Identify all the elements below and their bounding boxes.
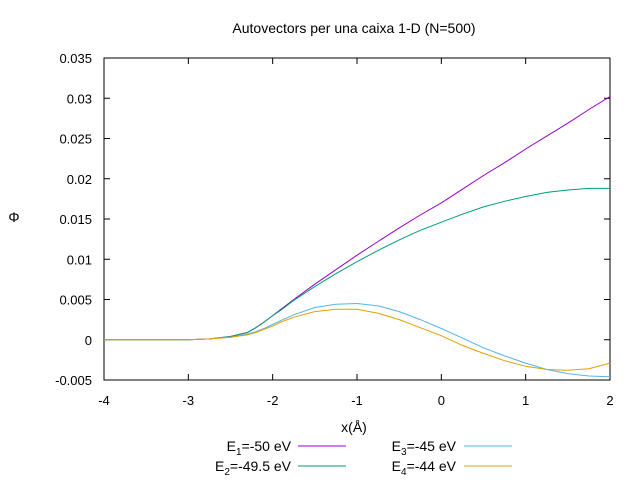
legend-label-rest: =-49.5 eV <box>230 458 292 474</box>
y-axis: -0.005 0 0.005 0.01 0.015 0.02 0.025 0.03 0.035 <box>55 51 610 388</box>
legend-label-sub: 3 <box>401 447 407 458</box>
legend-label-2: E2=-49.5 eV <box>215 458 292 478</box>
legend-label-base: E <box>392 458 401 474</box>
y-tick-label: 0.015 <box>59 212 92 227</box>
y-tick-label: 0.035 <box>59 51 92 66</box>
series-line-3 <box>104 302 611 378</box>
x-axis-label: x(Å) <box>341 419 367 435</box>
y-tick-label: 0.01 <box>67 252 92 267</box>
series-lines <box>104 96 611 378</box>
legend-label-sub: 2 <box>224 467 230 478</box>
legend-label-rest: =-44 eV <box>407 458 457 474</box>
plot-frame <box>103 57 611 381</box>
legend-label-rest: =-50 eV <box>242 438 292 454</box>
legend-label-base: E <box>227 438 236 454</box>
y-tick-label: 0.025 <box>59 132 92 147</box>
y-tick-label: 0.005 <box>59 293 92 308</box>
legend-label-base: E <box>392 438 401 454</box>
x-tick-label: -1 <box>351 393 363 408</box>
x-tick-label: -2 <box>267 393 279 408</box>
x-axis: -4 -3 -2 -1 0 1 2 <box>98 58 614 408</box>
y-tick-label: 0 <box>85 333 92 348</box>
x-tick-label: 0 <box>438 393 445 408</box>
x-tick-label: 1 <box>522 393 529 408</box>
legend-label-base: E <box>215 458 224 474</box>
legend-label-rest: =-45 eV <box>407 438 457 454</box>
x-tick-label: -4 <box>98 393 110 408</box>
y-tick-label: 0.02 <box>67 172 92 187</box>
y-tick-label: -0.005 <box>55 373 92 388</box>
chart-title: Autovectors per una caixa 1-D (N=500) <box>232 20 475 36</box>
y-tick-label: 0.03 <box>67 91 92 106</box>
x-tick-label: 2 <box>606 393 613 408</box>
legend-label-3: E3=-45 eV <box>392 438 457 458</box>
series-line-4 <box>104 308 611 371</box>
legend-label-4: E4=-44 eV <box>392 458 457 478</box>
y-axis-label: Φ <box>8 209 19 225</box>
legend-label-sub: 1 <box>236 447 242 458</box>
legend-label-1: E1=-50 eV <box>227 438 292 458</box>
x-tick-label: -3 <box>183 393 195 408</box>
series-line-2 <box>104 187 610 341</box>
legend-label-sub: 4 <box>401 467 407 478</box>
